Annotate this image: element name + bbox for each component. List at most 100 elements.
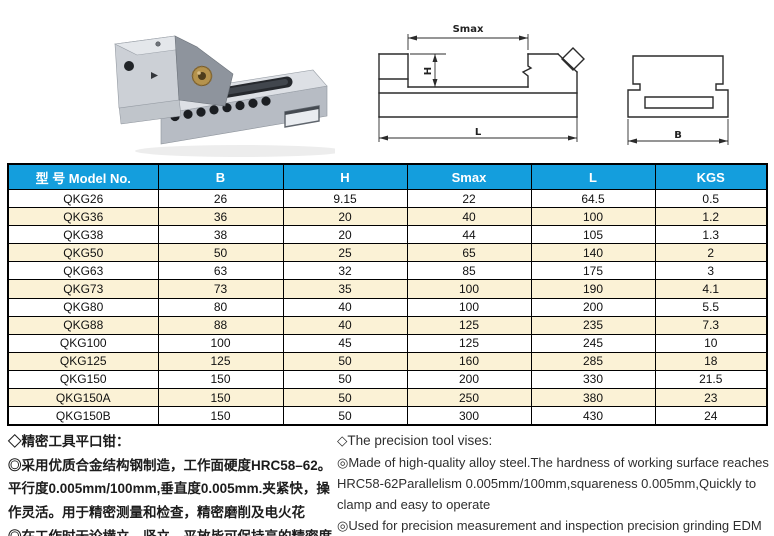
cell-value: 20 [282,225,408,245]
cell-value: 105 [530,225,656,245]
spec-table: 型 号 Model No. B H Smax L KGS QKG26 26 9.… [7,163,768,427]
cell-value: 5.5 [654,297,768,317]
cell-value: 235 [530,315,656,335]
cell-value: 40 [282,297,408,317]
cell-value: 3 [654,261,768,281]
cell-value: 63 [157,261,284,281]
col-header-kgs: KGS [654,163,768,190]
col-header-model: 型 号 Model No. [7,163,159,190]
cell-value: 85 [406,261,532,281]
cell-value: 430 [530,406,656,426]
dim-label-b: B [674,130,682,141]
cell-value: 40 [282,315,408,335]
col-header-smax: Smax [406,163,532,190]
en-notes-title: ◇The precision tool vises: [337,433,493,448]
cell-value: 25 [282,243,408,263]
cell-model: QKG100 [7,333,159,353]
side-view-drawing: Smax H L [360,18,595,158]
cell-value: 23 [654,388,768,408]
col-header-l: L [530,163,656,190]
cell-value: 100 [406,297,532,317]
dim-label-smax: Smax [453,24,484,35]
cell-value: 125 [406,333,532,353]
cell-value: 100 [157,333,284,353]
cell-value: 200 [406,369,532,390]
cell-model: QKG80 [7,297,159,317]
cell-value: 1.3 [654,225,768,245]
cell-value: 9.15 [282,188,408,209]
table-row: QKG73 73 35 100 190 4.1 [7,279,768,299]
table-row: QKG125 125 50 160 285 18 [7,351,768,371]
cell-value: 125 [157,351,284,371]
table-row: QKG80 80 40 100 200 5.5 [7,297,768,317]
cell-model: QKG36 [7,207,159,227]
cell-value: 175 [530,261,656,281]
table-row: QKG26 26 9.15 22 64.5 0.5 [7,188,768,209]
cell-value: 285 [530,351,656,371]
cell-value: 45 [282,333,408,353]
cell-value: 2 [654,243,768,263]
cell-value: 380 [530,388,656,408]
notes-english: ◇The precision tool vises: ◎Made of high… [337,430,770,536]
cell-value: 20 [282,207,408,227]
dim-label-l: L [475,127,482,138]
cell-value: 150 [157,369,284,390]
cell-value: 65 [406,243,532,263]
cell-model: QKG73 [7,279,159,299]
cn-notes-title: ◇精密工具平口钳： [8,434,130,449]
cell-value: 26 [157,188,284,209]
notes-chinese: ◇精密工具平口钳： ◎采用优质合金结构钢制造，工作面硬度HRC58–62。平行度… [8,430,336,536]
spec-table-body: QKG26 26 9.15 22 64.5 0.5 QKG36 36 20 40… [7,188,768,426]
cell-value: 35 [282,279,408,299]
cell-value: 73 [157,279,284,299]
en-note-item: ◎Made of high-quality alloy steel.The ha… [337,454,769,512]
cell-value: 18 [654,351,768,371]
cell-model: QKG125 [7,351,159,371]
cell-value: 100 [406,279,532,299]
en-note-item: ◎Used for precision measurement and insp… [337,518,762,533]
product-photo [95,2,345,162]
cell-value: 200 [530,297,656,317]
cell-value: 21.5 [654,369,768,390]
cell-value: 44 [406,225,532,245]
cell-value: 50 [157,243,284,263]
cell-value: 50 [282,406,408,426]
cell-value: 50 [282,388,408,408]
col-header-b: B [157,163,284,190]
cell-value: 64.5 [530,188,656,209]
cell-model: QKG150A [7,388,159,408]
end-view-svg: B [627,55,729,145]
table-row: QKG36 36 20 40 100 1.2 [7,207,768,227]
cell-value: 4.1 [654,279,768,299]
cell-value: 245 [530,333,656,353]
cell-value: 150 [157,406,284,426]
cell-value: 140 [530,243,656,263]
cell-value: 80 [157,297,284,317]
cell-value: 38 [157,225,284,245]
table-row: QKG150B 150 50 300 430 24 [7,406,768,426]
table-row: QKG63 63 32 85 175 3 [7,261,768,281]
cell-value: 7.3 [654,315,768,335]
table-row: QKG150 150 50 200 330 21.5 [7,369,768,390]
cell-value: 50 [282,369,408,390]
cell-model: QKG88 [7,315,159,335]
cell-model: QKG150 [7,369,159,390]
cell-value: 150 [157,388,284,408]
cell-value: 22 [406,188,532,209]
dim-label-h: H [423,67,434,75]
cell-model: QKG63 [7,261,159,281]
cell-model: QKG150B [7,406,159,426]
col-header-h: H [282,163,408,190]
cell-value: 100 [530,207,656,227]
cell-value: 88 [157,315,284,335]
end-view-drawing: B [612,42,747,157]
cell-model: QKG50 [7,243,159,263]
cell-value: 250 [406,388,532,408]
cell-value: 125 [406,315,532,335]
cell-model: QKG26 [7,188,159,209]
cell-value: 0.5 [654,188,768,209]
cn-note-item: ◎在工作时无论横立、竖立、平放皆可保持高的精密度 [8,528,332,536]
cell-value: 330 [530,369,656,390]
cell-value: 160 [406,351,532,371]
